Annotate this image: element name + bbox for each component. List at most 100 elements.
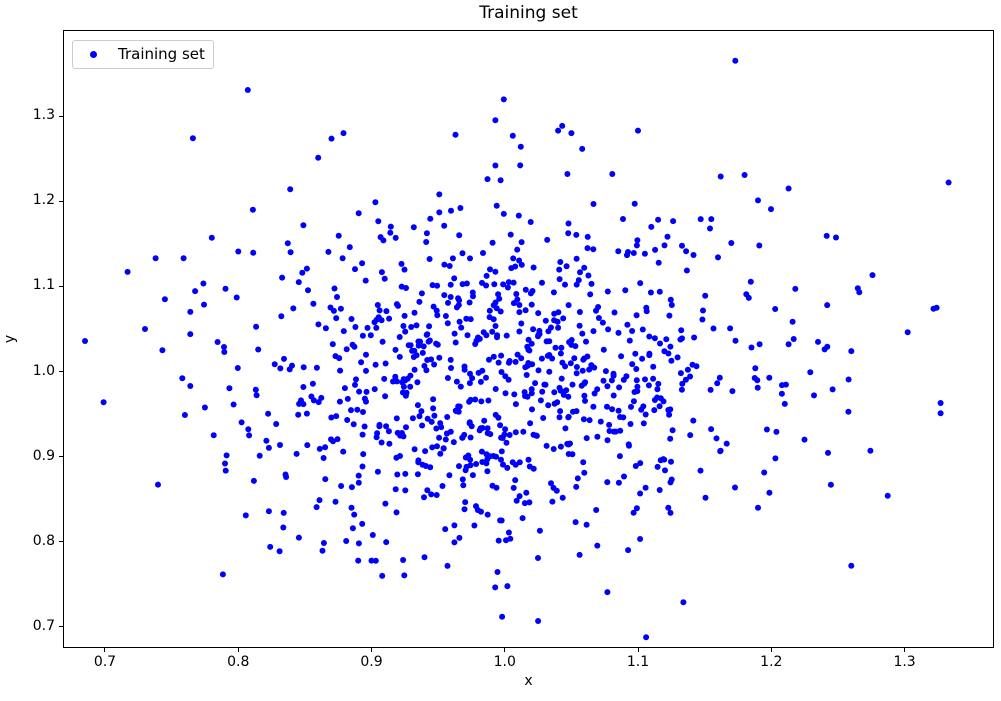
data-point (728, 240, 735, 246)
data-point (560, 391, 567, 398)
data-point (399, 379, 406, 386)
data-point (677, 370, 684, 377)
data-point (489, 239, 496, 246)
data-point (773, 428, 780, 435)
data-point (641, 250, 648, 257)
y-axis-label: y (2, 334, 19, 344)
data-point (386, 315, 393, 322)
data-point (577, 269, 583, 276)
data-point (710, 325, 717, 332)
data-point (558, 375, 565, 382)
data-point (295, 279, 302, 286)
data-point (555, 127, 562, 134)
data-point (300, 384, 307, 390)
data-point (557, 350, 564, 357)
data-point (419, 349, 426, 356)
data-point (402, 470, 409, 477)
data-point (590, 328, 597, 335)
data-point (355, 210, 362, 217)
data-point (618, 353, 625, 360)
data-point (492, 268, 499, 275)
data-point (152, 255, 159, 262)
data-point (625, 547, 632, 554)
data-point (526, 499, 533, 506)
data-point (597, 418, 604, 425)
data-point (544, 236, 551, 243)
data-point (611, 309, 618, 316)
data-point (433, 492, 440, 498)
data-point (402, 392, 409, 399)
data-point (509, 459, 516, 466)
data-point (402, 487, 409, 494)
data-point (615, 329, 622, 336)
data-point (565, 230, 572, 237)
data-point (398, 283, 405, 290)
data-point (677, 336, 684, 343)
x-tick-mark (371, 648, 372, 652)
data-point (335, 232, 342, 239)
data-point (413, 322, 420, 329)
data-point (518, 239, 525, 246)
data-point (446, 263, 453, 269)
data-point (498, 369, 505, 375)
data-point (210, 432, 217, 439)
data-point (436, 354, 443, 361)
data-point (583, 435, 590, 442)
y-tick-label: 1.0 (32, 362, 55, 379)
data-point (408, 324, 415, 330)
data-point (521, 500, 528, 507)
data-point (666, 411, 673, 418)
data-point (495, 359, 502, 366)
data-point (483, 451, 490, 458)
data-point (498, 448, 505, 455)
data-point (493, 484, 500, 491)
data-point (713, 435, 720, 442)
data-point (604, 479, 611, 486)
data-point (557, 443, 564, 450)
data-point (588, 280, 595, 287)
data-point (502, 426, 509, 433)
data-point (355, 540, 362, 547)
data-point (617, 414, 623, 420)
data-point (792, 285, 799, 292)
data-point (560, 315, 567, 322)
data-point (187, 308, 194, 315)
data-point (442, 436, 449, 443)
data-point (586, 366, 593, 373)
data-point (559, 494, 566, 501)
data-point (539, 279, 545, 286)
data-point (904, 329, 911, 336)
data-point (387, 229, 394, 236)
data-point (453, 378, 460, 385)
data-point (392, 346, 399, 353)
data-point (628, 403, 634, 410)
data-point (510, 279, 517, 286)
data-point (511, 391, 518, 398)
data-point (426, 256, 433, 262)
y-tick-label: 1.2 (32, 192, 55, 209)
data-point (343, 538, 350, 544)
data-point (411, 366, 418, 373)
data-point (452, 339, 459, 346)
data-point (586, 417, 593, 424)
data-point (469, 472, 476, 479)
data-point (484, 511, 491, 518)
data-point (238, 419, 245, 426)
data-point (293, 450, 300, 457)
data-point (732, 337, 739, 344)
data-point (590, 201, 597, 207)
data-point (633, 377, 640, 384)
x-tick-mark (637, 648, 639, 652)
data-point (845, 376, 852, 383)
data-point (807, 369, 814, 376)
data-point (708, 216, 715, 223)
data-point (444, 562, 451, 569)
data-point (320, 455, 327, 461)
data-point (279, 274, 286, 281)
data-point (573, 281, 580, 288)
data-point (637, 460, 644, 467)
data-point (687, 432, 694, 439)
data-point (498, 352, 505, 359)
data-point (263, 437, 270, 444)
y-tick-label: 1.1 (32, 277, 55, 294)
